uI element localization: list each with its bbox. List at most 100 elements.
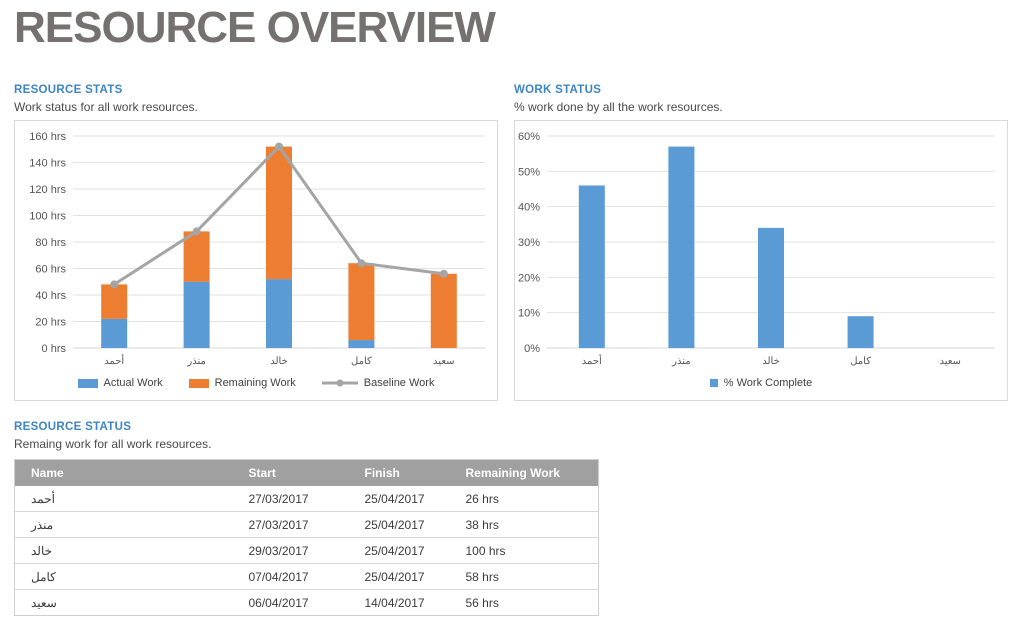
resource-stats-subtitle: Work status for all work resources. — [14, 100, 198, 114]
chart-legend: Actual Work Remaining Work Baseline Work — [15, 369, 497, 397]
y-axis-tick-label: 20 hrs — [35, 317, 66, 329]
legend-color-swatch — [188, 378, 209, 388]
table-cell: 14/04/2017 — [348, 589, 450, 616]
y-axis-tick-label: 30% — [518, 237, 540, 249]
y-axis-tick-label: 40 hrs — [35, 290, 66, 302]
y-axis-tick-label: 80 hrs — [35, 237, 66, 249]
resource-name-cell: أحمد — [14, 486, 233, 512]
y-axis-tick-label: 120 hrs — [29, 184, 66, 196]
table-row: كامل 07/04/2017 25/04/2017 58 hrs — [14, 563, 599, 590]
table-cell: 25/04/2017 — [348, 486, 450, 512]
y-axis-tick-label: 10% — [518, 308, 540, 320]
chart-plot-area: 0% 10% 20% 30% 40% 50% 60% أحمد منذر خالد كامل سعيد — [518, 131, 995, 367]
table-cell: 07/04/2017 — [232, 563, 349, 590]
x-axis-category-label: خالد — [270, 356, 288, 367]
x-axis-category-label: خالد — [762, 356, 780, 367]
resource-stats-heading: RESOURCE STATS — [14, 84, 123, 96]
legend-item: % Work Complete — [709, 377, 813, 389]
bar-segment — [758, 227, 784, 348]
page-title: RESOURCE OVERVIEW — [14, 3, 496, 52]
resource-stats-section: RESOURCE STATS Work status for all work … — [14, 84, 498, 401]
x-axis-category-label: منذر — [671, 356, 690, 367]
bar-segment — [348, 340, 375, 348]
bar-segment — [266, 279, 292, 348]
table-header-row: Name Start Finish Remaining Work — [14, 459, 599, 486]
resource-status-subtitle: Remaing work for all work resources. — [14, 437, 212, 451]
table-cell: 06/04/2017 — [232, 589, 349, 616]
bar-segment — [101, 318, 128, 348]
line-marker — [192, 227, 201, 236]
y-axis-tick-label: 0 hrs — [42, 343, 67, 355]
chart-legend: % Work Complete — [515, 369, 1007, 397]
y-axis-tick-label: 60% — [518, 131, 540, 143]
work-status-section: WORK STATUS % work done by all the work … — [514, 84, 1008, 401]
x-axis-category-label: أحمد — [104, 354, 124, 367]
bar-segment — [668, 146, 695, 348]
table-cell: 38 hrs — [449, 511, 599, 538]
table-row: منذر 27/03/2017 25/04/2017 38 hrs — [14, 511, 599, 538]
bar-segment — [847, 316, 874, 348]
line-marker — [110, 280, 119, 289]
y-axis-tick-label: 140 hrs — [29, 158, 66, 170]
bar-segment — [430, 273, 457, 348]
legend-label: % Work Complete — [723, 377, 813, 389]
x-axis-category-label: أحمد — [582, 354, 602, 367]
legend-item: Remaining Work — [188, 377, 296, 389]
work-status-subtitle: % work done by all the work resources. — [514, 100, 723, 114]
x-axis-category-label: منذر — [186, 356, 205, 367]
column-header-finish: Finish — [348, 459, 450, 486]
resource-stats-chart[interactable]: 0 hrs 20 hrs 40 hrs 60 hrs 80 hrs 100 hrs 120 … — [14, 120, 498, 401]
legend-label: Actual Work — [103, 377, 163, 389]
legend-color-swatch — [77, 378, 98, 388]
table-row: خالد 29/03/2017 25/04/2017 100 hrs — [14, 537, 599, 564]
table-row: أحمد 27/03/2017 25/04/2017 26 hrs — [14, 486, 599, 512]
legend-label: Remaining Work — [214, 377, 296, 389]
table-cell: 25/04/2017 — [348, 563, 450, 590]
charts-row: RESOURCE STATS Work status for all work … — [14, 84, 1010, 401]
resource-status-table: Name Start Finish Remaining Work أحمد 27/03/… — [14, 459, 599, 616]
line-marker — [275, 142, 283, 151]
y-axis-tick-label: 20% — [518, 272, 540, 284]
bar-segment — [101, 284, 128, 319]
table-cell: 29/03/2017 — [232, 537, 349, 564]
resource-name-cell: سعيد — [14, 589, 233, 616]
resource-overview-report: RESOURCE OVERVIEW RESOURCE STATS Work st… — [14, 3, 1010, 616]
table-cell: 58 hrs — [449, 563, 599, 590]
table-cell: 25/04/2017 — [348, 511, 450, 538]
table-cell: 100 hrs — [449, 537, 599, 564]
x-axis-category-label: كامل — [850, 356, 871, 367]
legend-item: Actual Work — [77, 377, 163, 389]
legend-label: Baseline Work — [363, 377, 435, 389]
chart-plot-area: 0 hrs 20 hrs 40 hrs 60 hrs 80 hrs 100 hrs 120 … — [29, 131, 485, 367]
bar-segment — [266, 146, 292, 280]
column-header-remaining-work: Remaining Work — [449, 459, 599, 486]
column-header-start: Start — [232, 459, 349, 486]
resource-status-heading: RESOURCE STATUS — [14, 421, 132, 433]
y-axis-tick-label: 60 hrs — [35, 264, 66, 276]
line-marker — [439, 269, 448, 278]
bar-segment — [183, 231, 210, 282]
resource-name-cell: منذر — [14, 511, 233, 538]
bar-segment — [183, 281, 210, 348]
work-status-heading: WORK STATUS — [514, 84, 602, 96]
work-status-chart[interactable]: 0% 10% 20% 30% 40% 50% 60% أحمد منذر خالد كامل سعيد… — [514, 120, 1008, 401]
resource-status-section: RESOURCE STATUS Remaing work for all wor… — [14, 421, 1010, 616]
legend-item: Baseline Work — [321, 377, 435, 389]
x-axis-category-label: سعيد — [939, 356, 960, 367]
resource-name-cell: خالد — [14, 537, 233, 564]
x-axis-category-label: كامل — [351, 356, 372, 367]
y-axis-tick-label: 0% — [524, 343, 540, 355]
table-cell: 27/03/2017 — [232, 511, 349, 538]
column-header-name: Name — [14, 459, 233, 486]
table-cell: 27/03/2017 — [232, 486, 349, 512]
bar-segment — [578, 185, 605, 348]
table-row: سعيد 06/04/2017 14/04/2017 56 hrs — [14, 589, 599, 616]
table-cell: 26 hrs — [449, 486, 599, 512]
table-cell: 25/04/2017 — [348, 537, 450, 564]
y-axis-tick-label: 50% — [518, 166, 540, 178]
line-marker — [357, 259, 366, 268]
table-cell: 56 hrs — [449, 589, 599, 616]
y-axis-tick-label: 40% — [518, 202, 540, 214]
y-axis-tick-label: 100 hrs — [29, 211, 66, 223]
legend-line-swatch — [321, 379, 358, 387]
